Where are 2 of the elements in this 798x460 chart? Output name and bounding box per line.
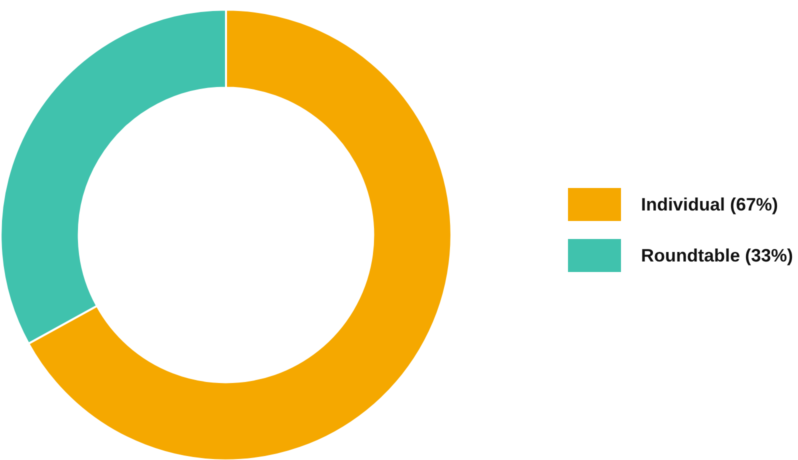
legend-label: Roundtable (33%) <box>640 246 794 266</box>
legend-label: Individual (67%) <box>640 194 778 214</box>
